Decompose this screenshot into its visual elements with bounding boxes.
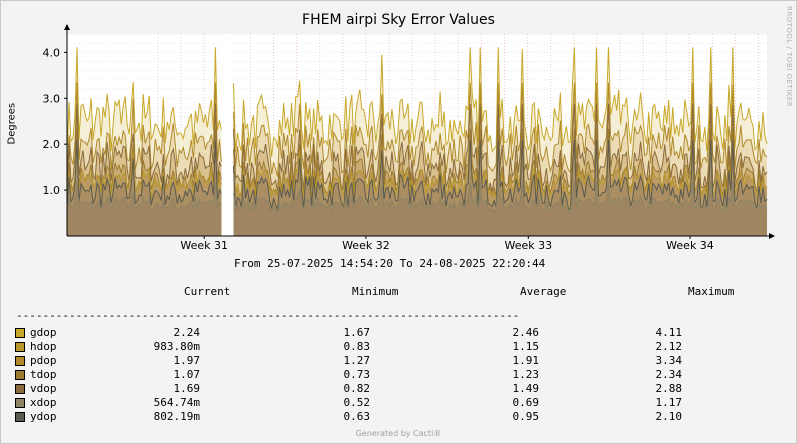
legend-name: xdop (30, 396, 57, 409)
legend-average: 1.23 (512, 368, 540, 381)
line-xdop (66, 182, 768, 214)
x-tick-label: Week 33 (504, 239, 552, 252)
header-maximum: Maximum (688, 285, 735, 298)
x-tick-label: Week 34 (666, 239, 714, 252)
legend-current: 1.69 (173, 382, 201, 395)
legend-name: ydop (30, 410, 57, 423)
legend-name: pdop (30, 354, 57, 367)
line-pdop (66, 82, 768, 177)
legend-swatch-ydop (15, 412, 25, 422)
legend-row-xdop: xdop 564.74m 0.52 0.69 1.17 (15, 396, 715, 409)
legend-current: 983.80m (153, 340, 200, 353)
legend-minimum: 0.82 (343, 382, 371, 395)
legend-current: 1.97 (173, 354, 201, 367)
legend-minimum: 0.63 (343, 410, 371, 423)
legend-maximum: 2.12 (655, 340, 683, 353)
legend-maximum: 2.88 (655, 382, 683, 395)
legend-row-gdop: gdop 2.24 1.67 2.46 4.11 (15, 326, 715, 339)
legend-average: 0.69 (512, 396, 540, 409)
legend-row-ydop: ydop 802.19m 0.63 0.95 2.10 (15, 410, 715, 423)
legend-name: gdop (30, 326, 57, 339)
legend-swatch-vdop (15, 384, 25, 394)
legend-minimum: 1.67 (343, 326, 371, 339)
legend-maximum: 2.10 (655, 410, 683, 423)
header-average: Average (520, 285, 567, 298)
y-tick-label: 4.0 (43, 46, 61, 59)
header-minimum: Minimum (352, 285, 399, 298)
legend-swatch-tdop (15, 370, 25, 380)
legend-swatch-gdop (15, 328, 25, 338)
legend-row-hdop: hdop 983.80m 0.83 1.15 2.12 (15, 340, 715, 353)
legend-average: 1.91 (512, 354, 540, 367)
data-gap (222, 34, 232, 236)
legend-current: 1.07 (173, 368, 201, 381)
y-axis-arrow (64, 24, 70, 30)
legend-name: vdop (30, 382, 57, 395)
legend-current: 2.24 (173, 326, 201, 339)
time-range: From 25-07-2025 14:54:20 To 24-08-2025 2… (234, 257, 546, 270)
legend-maximum: 2.34 (655, 368, 683, 381)
x-tick-label: Week 32 (342, 239, 390, 252)
legend-minimum: 0.52 (343, 396, 371, 409)
legend-minimum: 0.83 (343, 340, 371, 353)
legend-name: hdop (30, 340, 57, 353)
legend-maximum: 3.34 (655, 354, 683, 367)
legend-swatch-xdop (15, 398, 25, 408)
y-tick-label: 2.0 (43, 138, 61, 151)
chart-title: FHEM airpi Sky Error Values (302, 12, 495, 28)
line-ydop (66, 139, 768, 212)
area-xdop (67, 182, 767, 236)
header-current: Current (184, 285, 231, 298)
legend-average: 2.46 (512, 326, 540, 339)
legend-divider: ----------------------------------------… (16, 309, 520, 322)
legend-minimum: 0.73 (343, 368, 371, 381)
legend-minimum: 1.27 (343, 354, 371, 367)
y-tick-label: 1.0 (43, 184, 61, 197)
generated-by: Generated by Cacti® (355, 429, 442, 438)
legend-maximum: 1.17 (655, 396, 683, 409)
legend-swatch-hdop (15, 342, 25, 352)
rrdtool-watermark: RRDTOOL / TOBI OETIKER (785, 6, 793, 108)
legend-row-tdop: tdop 1.07 0.73 1.23 2.34 (15, 368, 715, 381)
x-axis-arrow (769, 233, 775, 239)
legend-row-vdop: vdop 1.69 0.82 1.49 2.88 (15, 382, 715, 395)
legend-average: 1.15 (512, 340, 540, 353)
legend-swatch-pdop (15, 356, 25, 366)
legend-current: 802.19m (153, 410, 200, 423)
legend-average: 0.95 (512, 410, 540, 423)
legend-average: 1.49 (512, 382, 540, 395)
y-tick-label: 3.0 (43, 92, 61, 105)
x-tick-label: Week 31 (180, 239, 228, 252)
legend-current: 564.74m (153, 396, 200, 409)
line-gdop (66, 47, 768, 158)
legend-row-pdop: pdop 1.97 1.27 1.91 3.34 (15, 354, 715, 367)
legend-name: tdop (30, 368, 57, 381)
legend-maximum: 4.11 (655, 326, 683, 339)
